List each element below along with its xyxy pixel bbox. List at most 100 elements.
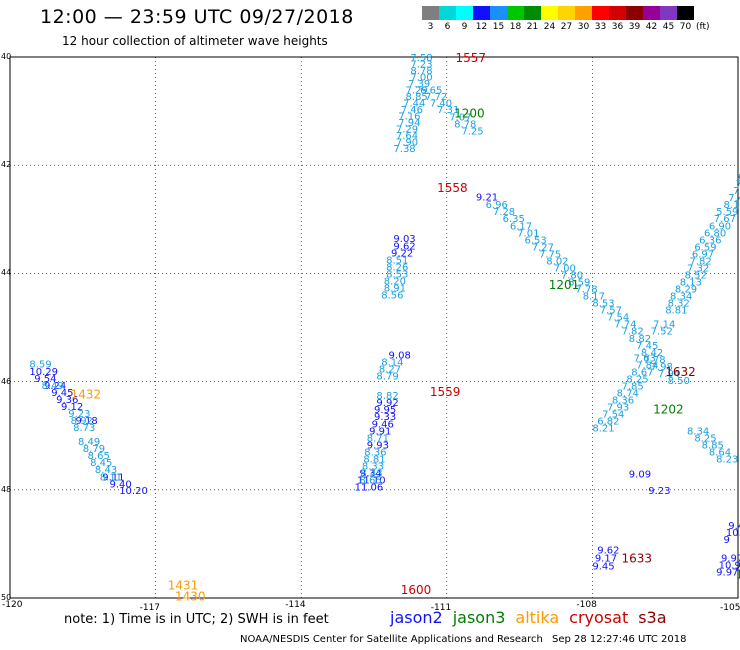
pass-time-label: 1202 xyxy=(653,403,684,417)
wave-height-value: 7.54 xyxy=(602,410,624,421)
wave-height-value: 7.08 xyxy=(733,186,740,197)
wave-height-value: 8.78 xyxy=(410,66,432,77)
wave-height-value: 7.52 xyxy=(651,327,673,338)
pass-time-label: 1200 xyxy=(454,107,485,121)
wave-height-value: 7.27 xyxy=(532,242,554,253)
wave-height-value: 8.43 xyxy=(360,468,382,479)
legend-label: 18 xyxy=(509,22,522,32)
legend-swatch xyxy=(660,6,677,20)
wave-height-value: 9.24 xyxy=(44,381,66,392)
wave-height-value: 7.28 xyxy=(493,207,515,218)
wave-height-value: 8.25 xyxy=(626,374,648,385)
wave-height-value: 8.11 xyxy=(100,472,122,483)
map-subtitle: 12 hour collection of altimeter wave hei… xyxy=(62,34,328,48)
wave-height-value: 8.56 xyxy=(381,290,403,301)
lon-tick-label: -108 xyxy=(576,600,597,610)
wave-height-value: 7.67 xyxy=(714,214,736,225)
wave-height-value: 9.09 xyxy=(629,470,651,481)
wave-height-value: 9.91 xyxy=(369,426,391,437)
lat-tick-label: 40 xyxy=(1,52,12,61)
wave-height-value: 8.81 xyxy=(665,306,687,317)
wave-height-value: 8.59 xyxy=(29,360,51,371)
wave-height-value: 10.20 xyxy=(119,486,148,497)
wave-height-value: 7.80 xyxy=(561,270,583,281)
wave-height-value: 11.10 xyxy=(357,476,386,487)
legend-swatch xyxy=(626,6,643,20)
wave-height-value: 6.96 xyxy=(486,200,508,211)
wave-height-value: 9.08 xyxy=(389,351,411,362)
wave-height-value: 8.36 xyxy=(364,447,386,458)
wave-height-value: 9.62 xyxy=(597,545,619,556)
wave-height-value: 5.59 xyxy=(716,207,738,218)
wave-height-value: 8.13 xyxy=(680,278,702,289)
wave-height-value: 10.5 xyxy=(726,528,740,539)
wave-height-value: 8.49 xyxy=(42,381,64,392)
wave-height-value: 8.21 xyxy=(592,424,614,435)
pass-time-label: 1559 xyxy=(430,385,461,399)
wave-height-value: 7.31 xyxy=(437,105,459,116)
wave-height-value: 8.74 xyxy=(617,388,639,399)
wave-height-value: 7.85 xyxy=(622,381,644,392)
legend-swatch xyxy=(507,6,524,20)
legend-swatch xyxy=(439,6,456,20)
wave-height-value: 10.29 xyxy=(29,367,58,378)
wave-height-value: 9.40 xyxy=(109,479,131,490)
wave-height-value: 8.59 xyxy=(568,278,590,289)
pass-time-label: 1633 xyxy=(622,551,653,565)
wave-height-value: 7.25 xyxy=(461,127,483,138)
wave-height-value: 8.49 xyxy=(78,437,100,448)
lat-tick-label: 44 xyxy=(1,268,12,278)
pass-time-label: 1430 xyxy=(175,589,206,603)
footnote: note: 1) Time is in UTC; 2) SWH is in fe… xyxy=(64,612,329,627)
wave-height-value: 8.34 xyxy=(687,426,709,437)
satellite-legend-item: cryosat xyxy=(569,608,629,627)
wave-height-value: 8.85 xyxy=(406,92,428,103)
legend-label: 33 xyxy=(594,22,607,32)
wave-height-value: 8.43 xyxy=(95,465,117,476)
pass-time-label: 1558 xyxy=(437,181,468,195)
wave-height-value: 8.27 xyxy=(379,365,401,376)
legend-swatch xyxy=(677,6,694,20)
legend-label: 45 xyxy=(662,22,675,32)
pass-time-label: 1557 xyxy=(456,51,487,65)
wave-height-value: 9.36 xyxy=(56,395,78,406)
wave-height-value: 8.92 xyxy=(71,416,93,427)
wave-height-value: 8.65 xyxy=(359,476,381,487)
wave-height-value: 8.25 xyxy=(694,433,716,444)
legend-swatch xyxy=(422,6,439,20)
wave-height-value: 11.06 xyxy=(355,483,384,494)
wave-height-value: 6.65 xyxy=(420,85,442,96)
wave-height-value: 9.23 xyxy=(68,409,90,420)
pass-time-labels: 1557 1200 1558 1201 1559 1600 1632 1202 1633 1432… xyxy=(71,51,740,603)
lon-tick-label: -117 xyxy=(139,603,161,613)
wave-height-value: 8.34 xyxy=(670,292,692,303)
lon-tick-label: -111 xyxy=(430,603,452,613)
wave-height-value: 8.64 xyxy=(709,447,731,458)
credit-text: NOAA/NESDIS Center for Satellite Applica… xyxy=(240,634,543,645)
wave-height-value: 7.39 xyxy=(408,79,430,90)
wave-height-value: 9.34 xyxy=(359,468,381,479)
satellite-legend: jason2 jason3 altika cryosat s3a xyxy=(390,608,677,627)
pass-time-label: 1432 xyxy=(71,388,102,402)
pass-time-label: 1201 xyxy=(549,278,580,292)
wave-height-value: 9.49 xyxy=(728,521,740,532)
wave-height-value: 9.54 xyxy=(34,374,56,385)
wave-height-value: 7.14 xyxy=(653,320,675,331)
wave-height-value: 8.71 xyxy=(367,433,389,444)
lon-tick-label: -105 xyxy=(720,603,740,613)
wave-height-value: 8.81 xyxy=(363,454,385,465)
wave-height-value: 6.3 xyxy=(738,172,740,183)
wave-height-value: 8.67 xyxy=(631,367,653,378)
legend-swatch xyxy=(609,6,626,20)
wave-height-value: 9.45 xyxy=(592,562,614,573)
wave-height-value: 8.53 xyxy=(386,269,408,280)
lat-tick-label: 42 xyxy=(1,160,12,170)
wave-height-value: 7.00 xyxy=(554,263,576,274)
legend-label: 6 xyxy=(444,22,451,32)
wave-height-value: 8.52 xyxy=(685,270,707,281)
wave-height-value: 7.29 xyxy=(406,85,428,96)
wave-height-value: 8.42 xyxy=(641,348,663,359)
wave-height-value: 6.36 xyxy=(699,235,721,246)
legend-label: 42 xyxy=(645,22,658,32)
